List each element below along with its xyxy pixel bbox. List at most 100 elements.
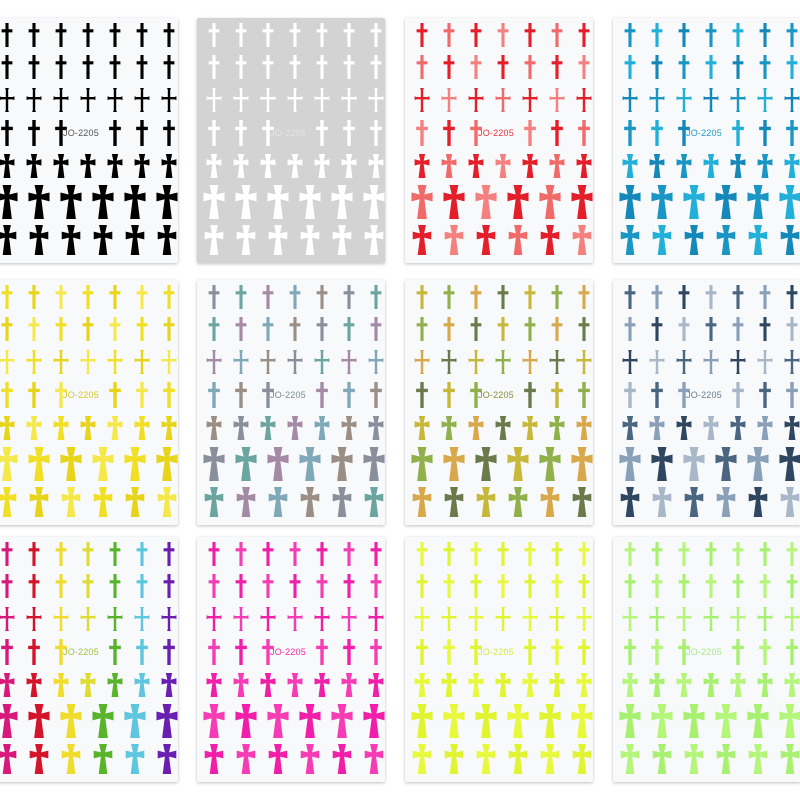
cross-sticker (683, 704, 705, 738)
cross-sticker (540, 225, 560, 255)
cross-sticker (578, 120, 590, 146)
cross-sticker (703, 350, 719, 374)
cross-sticker (622, 673, 638, 697)
cross-sticker (651, 185, 673, 219)
product-code-label: JO-2205 (63, 647, 99, 657)
cross-sticker (622, 350, 638, 374)
cross-sticker (497, 542, 509, 566)
cross-sticker (683, 185, 705, 219)
cross-sticker (0, 88, 15, 112)
cross-sticker (61, 744, 81, 774)
cross-sticker (551, 55, 563, 79)
cross-sticker (443, 639, 455, 665)
cross-sticker (524, 23, 536, 47)
cross-sticker (779, 185, 800, 219)
cross-sticker (549, 607, 565, 631)
cross-sticker (786, 382, 798, 408)
cross-sticker (508, 487, 528, 517)
cross-sticker (497, 574, 509, 598)
cross-sticker (730, 607, 746, 631)
cross-sticker (468, 416, 484, 440)
cross-sticker (784, 88, 800, 112)
cross-sticker (370, 382, 382, 408)
cross-sticker (235, 317, 247, 341)
cross-sticker (208, 23, 220, 47)
cross-sticker (443, 185, 465, 219)
cross-sticker (651, 55, 663, 79)
cross-sticker (444, 487, 464, 517)
cross-sticker (412, 487, 432, 517)
cross-sticker (732, 285, 744, 309)
cross-sticker (649, 416, 665, 440)
cross-sticker (497, 285, 509, 309)
cross-sticker (786, 55, 798, 79)
cross-sticker (759, 542, 771, 566)
cross-sticker (540, 744, 560, 774)
cross-grid (0, 23, 178, 255)
cross-sticker (163, 317, 175, 341)
cross-sticker (235, 120, 247, 146)
cross-sticker (61, 225, 81, 255)
cross-sticker (287, 416, 303, 440)
cross-sticker (235, 639, 247, 665)
cross-sticker (441, 416, 457, 440)
cross-sticker (551, 639, 563, 665)
cross-sticker (651, 120, 663, 146)
cross-sticker (522, 350, 538, 374)
cross-sticker (705, 542, 717, 566)
cross-sticker (0, 487, 17, 517)
cross-sticker (260, 416, 276, 440)
cross-sticker (470, 317, 482, 341)
product-code-label: JO-2205 (478, 647, 514, 657)
cross-sticker (757, 607, 773, 631)
cross-sticker (107, 673, 123, 697)
cross-sticker (508, 225, 528, 255)
cross-sticker (262, 55, 274, 79)
cross-sticker (622, 154, 638, 178)
cross-sticker (287, 607, 303, 631)
cross-sticker (55, 317, 67, 341)
cross-sticker (747, 704, 769, 738)
cross-sticker (163, 55, 175, 79)
cross-sticker (651, 317, 663, 341)
cross-sticker (235, 285, 247, 309)
cross-sticker (651, 704, 673, 738)
cross-grid (203, 23, 385, 255)
cross-sticker (28, 120, 40, 146)
cross-sticker (289, 542, 301, 566)
cross-sticker (732, 120, 744, 146)
cross-sticker (236, 225, 256, 255)
cross-sticker (343, 382, 355, 408)
cross-sticker (416, 23, 428, 47)
cross-sticker (578, 574, 590, 598)
cross-sticker (262, 285, 274, 309)
cross-sticker (134, 154, 150, 178)
cross-sticker (136, 285, 148, 309)
cross-sticker (624, 55, 636, 79)
cross-sticker (475, 704, 497, 738)
cross-sticker (551, 120, 563, 146)
cross-sticker (495, 154, 511, 178)
cross-sticker (370, 285, 382, 309)
cross-sticker (163, 382, 175, 408)
cross-sticker (572, 744, 592, 774)
cross-sticker (524, 542, 536, 566)
cross-sticker (370, 120, 382, 146)
cross-sticker (368, 673, 384, 697)
cross-sticker (161, 607, 177, 631)
cross-sticker (522, 416, 538, 440)
cross-sticker (107, 154, 123, 178)
cross-sticker (1, 574, 13, 598)
cross-sticker (208, 317, 220, 341)
cross-sticker (620, 744, 640, 774)
cross-grid (619, 285, 800, 517)
cross-sticker (236, 744, 256, 774)
sticker-sheet-holographic-silver: JO-2205 (613, 280, 800, 525)
cross-sticker (1, 639, 13, 665)
cross-sticker (572, 225, 592, 255)
cross-sticker (757, 88, 773, 112)
cross-sticker (703, 607, 719, 631)
cross-sticker (109, 55, 121, 79)
cross-sticker (508, 744, 528, 774)
cross-sticker (705, 574, 717, 598)
